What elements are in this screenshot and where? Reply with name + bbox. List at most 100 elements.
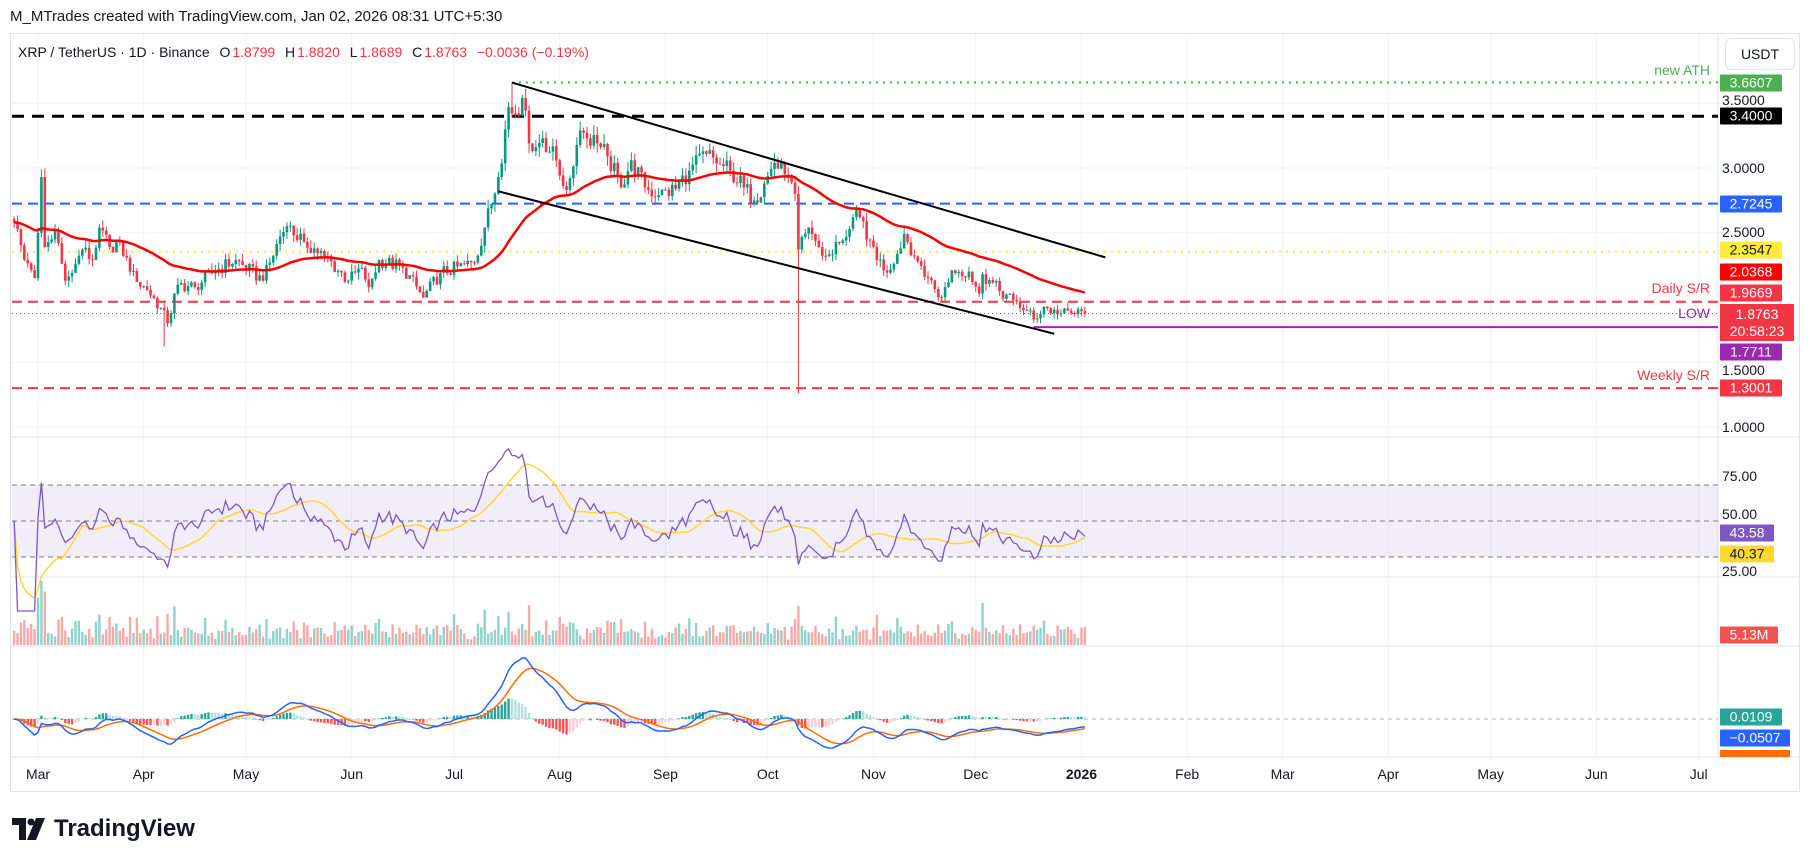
candle-body (333, 261, 336, 272)
candle-body (691, 164, 695, 171)
volume-bar (971, 627, 974, 645)
candle-body (1022, 307, 1025, 311)
candle-body (834, 241, 838, 255)
candle-body (323, 250, 326, 257)
macd-histogram-bar (227, 713, 231, 719)
candle-body (776, 162, 780, 169)
macd-histogram-bar (831, 719, 834, 725)
volume-bar (261, 636, 265, 645)
macd-histogram-bar (534, 719, 538, 722)
volume-bar (599, 627, 602, 645)
candle-body (612, 162, 616, 172)
volume-bar (862, 629, 865, 645)
volume-bar (255, 629, 258, 645)
volume-bar (1052, 635, 1056, 645)
rsi-line (13, 447, 1086, 612)
volume-bar (640, 637, 643, 645)
candle-body (585, 132, 589, 139)
candle-body (329, 257, 333, 262)
macd-histogram-bar (879, 719, 882, 721)
macd-histogram-bar (186, 714, 190, 719)
volume-bar (91, 637, 94, 645)
macd-histogram-bar (384, 717, 388, 719)
volume-bar (1059, 629, 1063, 645)
volume-bar (565, 626, 568, 645)
time-axis-label: Apr (1377, 766, 1400, 782)
volume-bar (1005, 633, 1008, 645)
macd-histogram-bar (650, 719, 653, 725)
volume-bar (807, 632, 810, 645)
volume-bar (701, 635, 705, 645)
candle-body (500, 163, 504, 178)
candle-body (302, 233, 306, 242)
macd-histogram-bar (57, 717, 60, 719)
candle-body (425, 290, 429, 298)
volume-bar (268, 638, 272, 645)
volume-bar (507, 611, 510, 645)
macd-histogram-bar (231, 714, 234, 719)
macd-histogram-bar (555, 719, 558, 730)
volume-bar (336, 630, 340, 645)
macd-histogram-bar (957, 716, 960, 719)
macd-histogram-bar (422, 719, 425, 723)
candle-body (176, 284, 180, 294)
macd-histogram-bar (142, 719, 145, 725)
symbol-info: XRP / TetherUS · 1D · Binance (18, 44, 210, 60)
candle-body (807, 227, 810, 234)
macd-histogram-bar (94, 716, 98, 719)
currency-button[interactable]: USDT (1725, 38, 1795, 70)
macd-histogram-bar (807, 719, 810, 728)
candle-body (1025, 310, 1029, 312)
candle-body (592, 135, 596, 146)
macd-histogram-bar (50, 717, 53, 719)
candle-body (882, 259, 885, 271)
volume-bar (889, 629, 892, 645)
macd-histogram-bar (210, 712, 214, 719)
candle-body (964, 276, 967, 278)
volume-bar (319, 627, 323, 645)
macd-histogram-bar (353, 719, 357, 724)
macd-histogram-bar (892, 719, 896, 722)
candle-body (520, 98, 524, 116)
rsi-ma-line (13, 463, 1086, 600)
volume-bar (834, 616, 838, 645)
volume-bar (381, 631, 384, 645)
macd-histogram-bar (800, 719, 804, 729)
volume-bar (684, 628, 688, 645)
tradingview-logo-icon (12, 818, 45, 840)
macd-histogram-bar (827, 719, 831, 726)
volume-bar (145, 633, 149, 645)
candle-body (677, 181, 681, 189)
volume-bar (534, 631, 538, 645)
candle-body (411, 275, 415, 277)
candle-body (1005, 294, 1008, 299)
volume-bar (449, 630, 452, 645)
volume-bar (1049, 636, 1052, 645)
volume-bar (592, 630, 596, 645)
candle-body (258, 275, 261, 281)
macd-histogram-bar (145, 719, 149, 725)
volume-bar (415, 624, 418, 645)
volume-bar (541, 634, 544, 645)
tradingview-logo[interactable]: TradingView (12, 815, 195, 843)
volume-bar (602, 632, 606, 645)
volume-bar (227, 631, 231, 645)
volume-bar (220, 630, 224, 645)
candle-body (63, 263, 67, 281)
candle-body (698, 153, 701, 156)
candle-body (1056, 309, 1059, 315)
daily-sr-annotation: Daily S/R (1651, 280, 1710, 296)
candle-body (428, 281, 432, 291)
volume-bar (524, 629, 527, 645)
candle-body (1049, 308, 1053, 314)
volume-bar (278, 627, 282, 645)
candle-body (1063, 308, 1066, 314)
candle-body (364, 267, 367, 280)
macd-histogram-bar (824, 719, 827, 727)
volume-bar (585, 628, 589, 645)
candle-body (1080, 309, 1083, 312)
volume-bar (1008, 635, 1012, 645)
macd-histogram-bar (875, 719, 879, 720)
macd-histogram-bar (377, 718, 381, 719)
